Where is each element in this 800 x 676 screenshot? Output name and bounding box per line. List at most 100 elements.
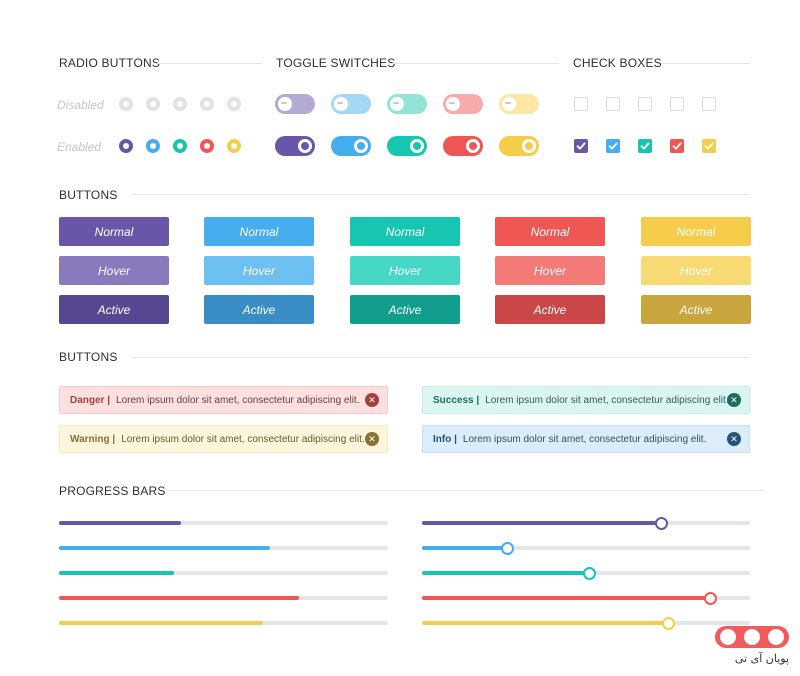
slider-fill bbox=[422, 546, 508, 550]
alerts-title: BUTTONS bbox=[59, 350, 118, 364]
radio-enabled-blue[interactable] bbox=[146, 139, 160, 153]
radio-buttons-title: RADIO BUTTONS bbox=[59, 56, 161, 70]
alert-kind: Info | bbox=[433, 433, 457, 445]
check-icon bbox=[576, 142, 586, 150]
radio-disabled-2 bbox=[146, 97, 160, 111]
button-active-purple[interactable]: Active bbox=[59, 295, 169, 324]
slider-fill bbox=[422, 596, 711, 600]
toggle-disabled-teal bbox=[387, 94, 427, 114]
check-icon bbox=[608, 142, 618, 150]
check-boxes-title: CHECK BOXES bbox=[573, 56, 662, 70]
slider-fill bbox=[422, 521, 662, 525]
progress-fill bbox=[59, 546, 270, 550]
close-icon[interactable]: ✕ bbox=[727, 432, 741, 446]
slider-purple[interactable] bbox=[422, 516, 750, 530]
enabled-row-label: Enabled bbox=[57, 140, 102, 154]
toggle-disabled-yellow bbox=[499, 94, 539, 114]
progress-fill bbox=[59, 521, 181, 525]
toggle-enabled-red[interactable] bbox=[443, 136, 483, 156]
alert-message: Lorem ipsum dolor sit amet, consectetur … bbox=[116, 394, 360, 406]
brand-logo: پویان آی تی bbox=[715, 626, 789, 665]
checkbox-disabled-5 bbox=[702, 97, 716, 111]
slider-thumb[interactable] bbox=[500, 541, 514, 555]
button-hover-teal[interactable]: Hover bbox=[350, 256, 460, 285]
alert-kind: Warning | bbox=[70, 433, 116, 445]
check-icon bbox=[672, 142, 682, 150]
slider-fill bbox=[422, 621, 668, 625]
progress-bar-yellow bbox=[59, 621, 388, 625]
button-active-blue[interactable]: Active bbox=[204, 295, 314, 324]
checkbox-enabled-purple[interactable] bbox=[574, 139, 588, 153]
radio-disabled-4 bbox=[200, 97, 214, 111]
checkbox-enabled-red[interactable] bbox=[670, 139, 684, 153]
button-active-red[interactable]: Active bbox=[495, 295, 605, 324]
alert-warning: Warning | Lorem ipsum dolor sit amet, co… bbox=[59, 425, 388, 453]
checkbox-enabled-blue[interactable] bbox=[606, 139, 620, 153]
alert-kind: Danger | bbox=[70, 394, 111, 406]
checkbox-disabled-3 bbox=[638, 97, 652, 111]
toggle-disabled-red bbox=[443, 94, 483, 114]
toggle-enabled-teal[interactable] bbox=[387, 136, 427, 156]
slider-thumb[interactable] bbox=[582, 566, 596, 580]
button-hover-purple[interactable]: Hover bbox=[59, 256, 169, 285]
progress-bar-purple bbox=[59, 521, 388, 525]
buttons-title: BUTTONS bbox=[59, 188, 118, 202]
alert-message: Lorem ipsum dolor sit amet, consectetur … bbox=[462, 433, 707, 445]
disabled-row-label: Disabled bbox=[57, 98, 104, 112]
progress-bar-teal bbox=[59, 571, 388, 575]
slider-fill bbox=[422, 571, 590, 575]
logo-text: پویان آی تی bbox=[734, 652, 789, 665]
radio-disabled-1 bbox=[119, 97, 133, 111]
radio-enabled-teal[interactable] bbox=[173, 139, 187, 153]
check-icon bbox=[704, 142, 714, 150]
button-normal-teal[interactable]: Normal bbox=[350, 217, 460, 246]
checkbox-enabled-yellow[interactable] bbox=[702, 139, 716, 153]
alerts-section-divider bbox=[131, 357, 750, 358]
alert-message: Lorem ipsum dolor sit amet, consectetur … bbox=[485, 394, 729, 406]
slider-teal[interactable] bbox=[422, 566, 750, 580]
button-normal-yellow[interactable]: Normal bbox=[641, 217, 751, 246]
close-icon[interactable]: ✕ bbox=[727, 393, 741, 407]
radio-enabled-yellow[interactable] bbox=[227, 139, 241, 153]
slider-yellow[interactable] bbox=[422, 616, 750, 630]
toggle-switches-title: TOGGLE SWITCHES bbox=[276, 56, 396, 70]
check-icon bbox=[640, 142, 650, 150]
button-hover-yellow[interactable]: Hover bbox=[641, 256, 751, 285]
buttons-section-divider bbox=[131, 194, 750, 195]
button-active-teal[interactable]: Active bbox=[350, 295, 460, 324]
button-active-yellow[interactable]: Active bbox=[641, 295, 751, 324]
slider-thumb[interactable] bbox=[704, 591, 718, 605]
radio-enabled-purple[interactable] bbox=[119, 139, 133, 153]
alert-success: Success | Lorem ipsum dolor sit amet, co… bbox=[422, 386, 750, 414]
button-normal-blue[interactable]: Normal bbox=[204, 217, 314, 246]
button-normal-purple[interactable]: Normal bbox=[59, 217, 169, 246]
checkbox-disabled-2 bbox=[606, 97, 620, 111]
toggle-enabled-blue[interactable] bbox=[331, 136, 371, 156]
toggle-section-divider bbox=[389, 63, 559, 64]
close-icon[interactable]: ✕ bbox=[365, 432, 379, 446]
checkbox-disabled-4 bbox=[670, 97, 684, 111]
slider-thumb[interactable] bbox=[661, 616, 675, 630]
radio-enabled-red[interactable] bbox=[200, 139, 214, 153]
alert-message: Lorem ipsum dolor sit amet, consectetur … bbox=[121, 433, 365, 445]
alert-danger: Danger | Lorem ipsum dolor sit amet, con… bbox=[59, 386, 388, 414]
checkbox-enabled-teal[interactable] bbox=[638, 139, 652, 153]
progress-fill bbox=[59, 571, 175, 575]
slider-blue[interactable] bbox=[422, 541, 750, 555]
slider-red[interactable] bbox=[422, 591, 750, 605]
toggle-enabled-purple[interactable] bbox=[275, 136, 315, 156]
alert-info: Info | Lorem ipsum dolor sit amet, conse… bbox=[422, 425, 750, 453]
button-normal-red[interactable]: Normal bbox=[495, 217, 605, 246]
toggle-disabled-purple bbox=[275, 94, 315, 114]
progress-bars-title: PROGRESS BARS bbox=[59, 484, 166, 498]
toggle-enabled-yellow[interactable] bbox=[499, 136, 539, 156]
slider-thumb[interactable] bbox=[654, 516, 668, 530]
button-hover-red[interactable]: Hover bbox=[495, 256, 605, 285]
close-icon[interactable]: ✕ bbox=[365, 393, 379, 407]
progress-fill bbox=[59, 596, 300, 600]
radio-disabled-3 bbox=[173, 97, 187, 111]
button-hover-blue[interactable]: Hover bbox=[204, 256, 314, 285]
checkbox-disabled-1 bbox=[574, 97, 588, 111]
alert-kind: Success | bbox=[433, 394, 480, 406]
progress-bar-red bbox=[59, 596, 388, 600]
